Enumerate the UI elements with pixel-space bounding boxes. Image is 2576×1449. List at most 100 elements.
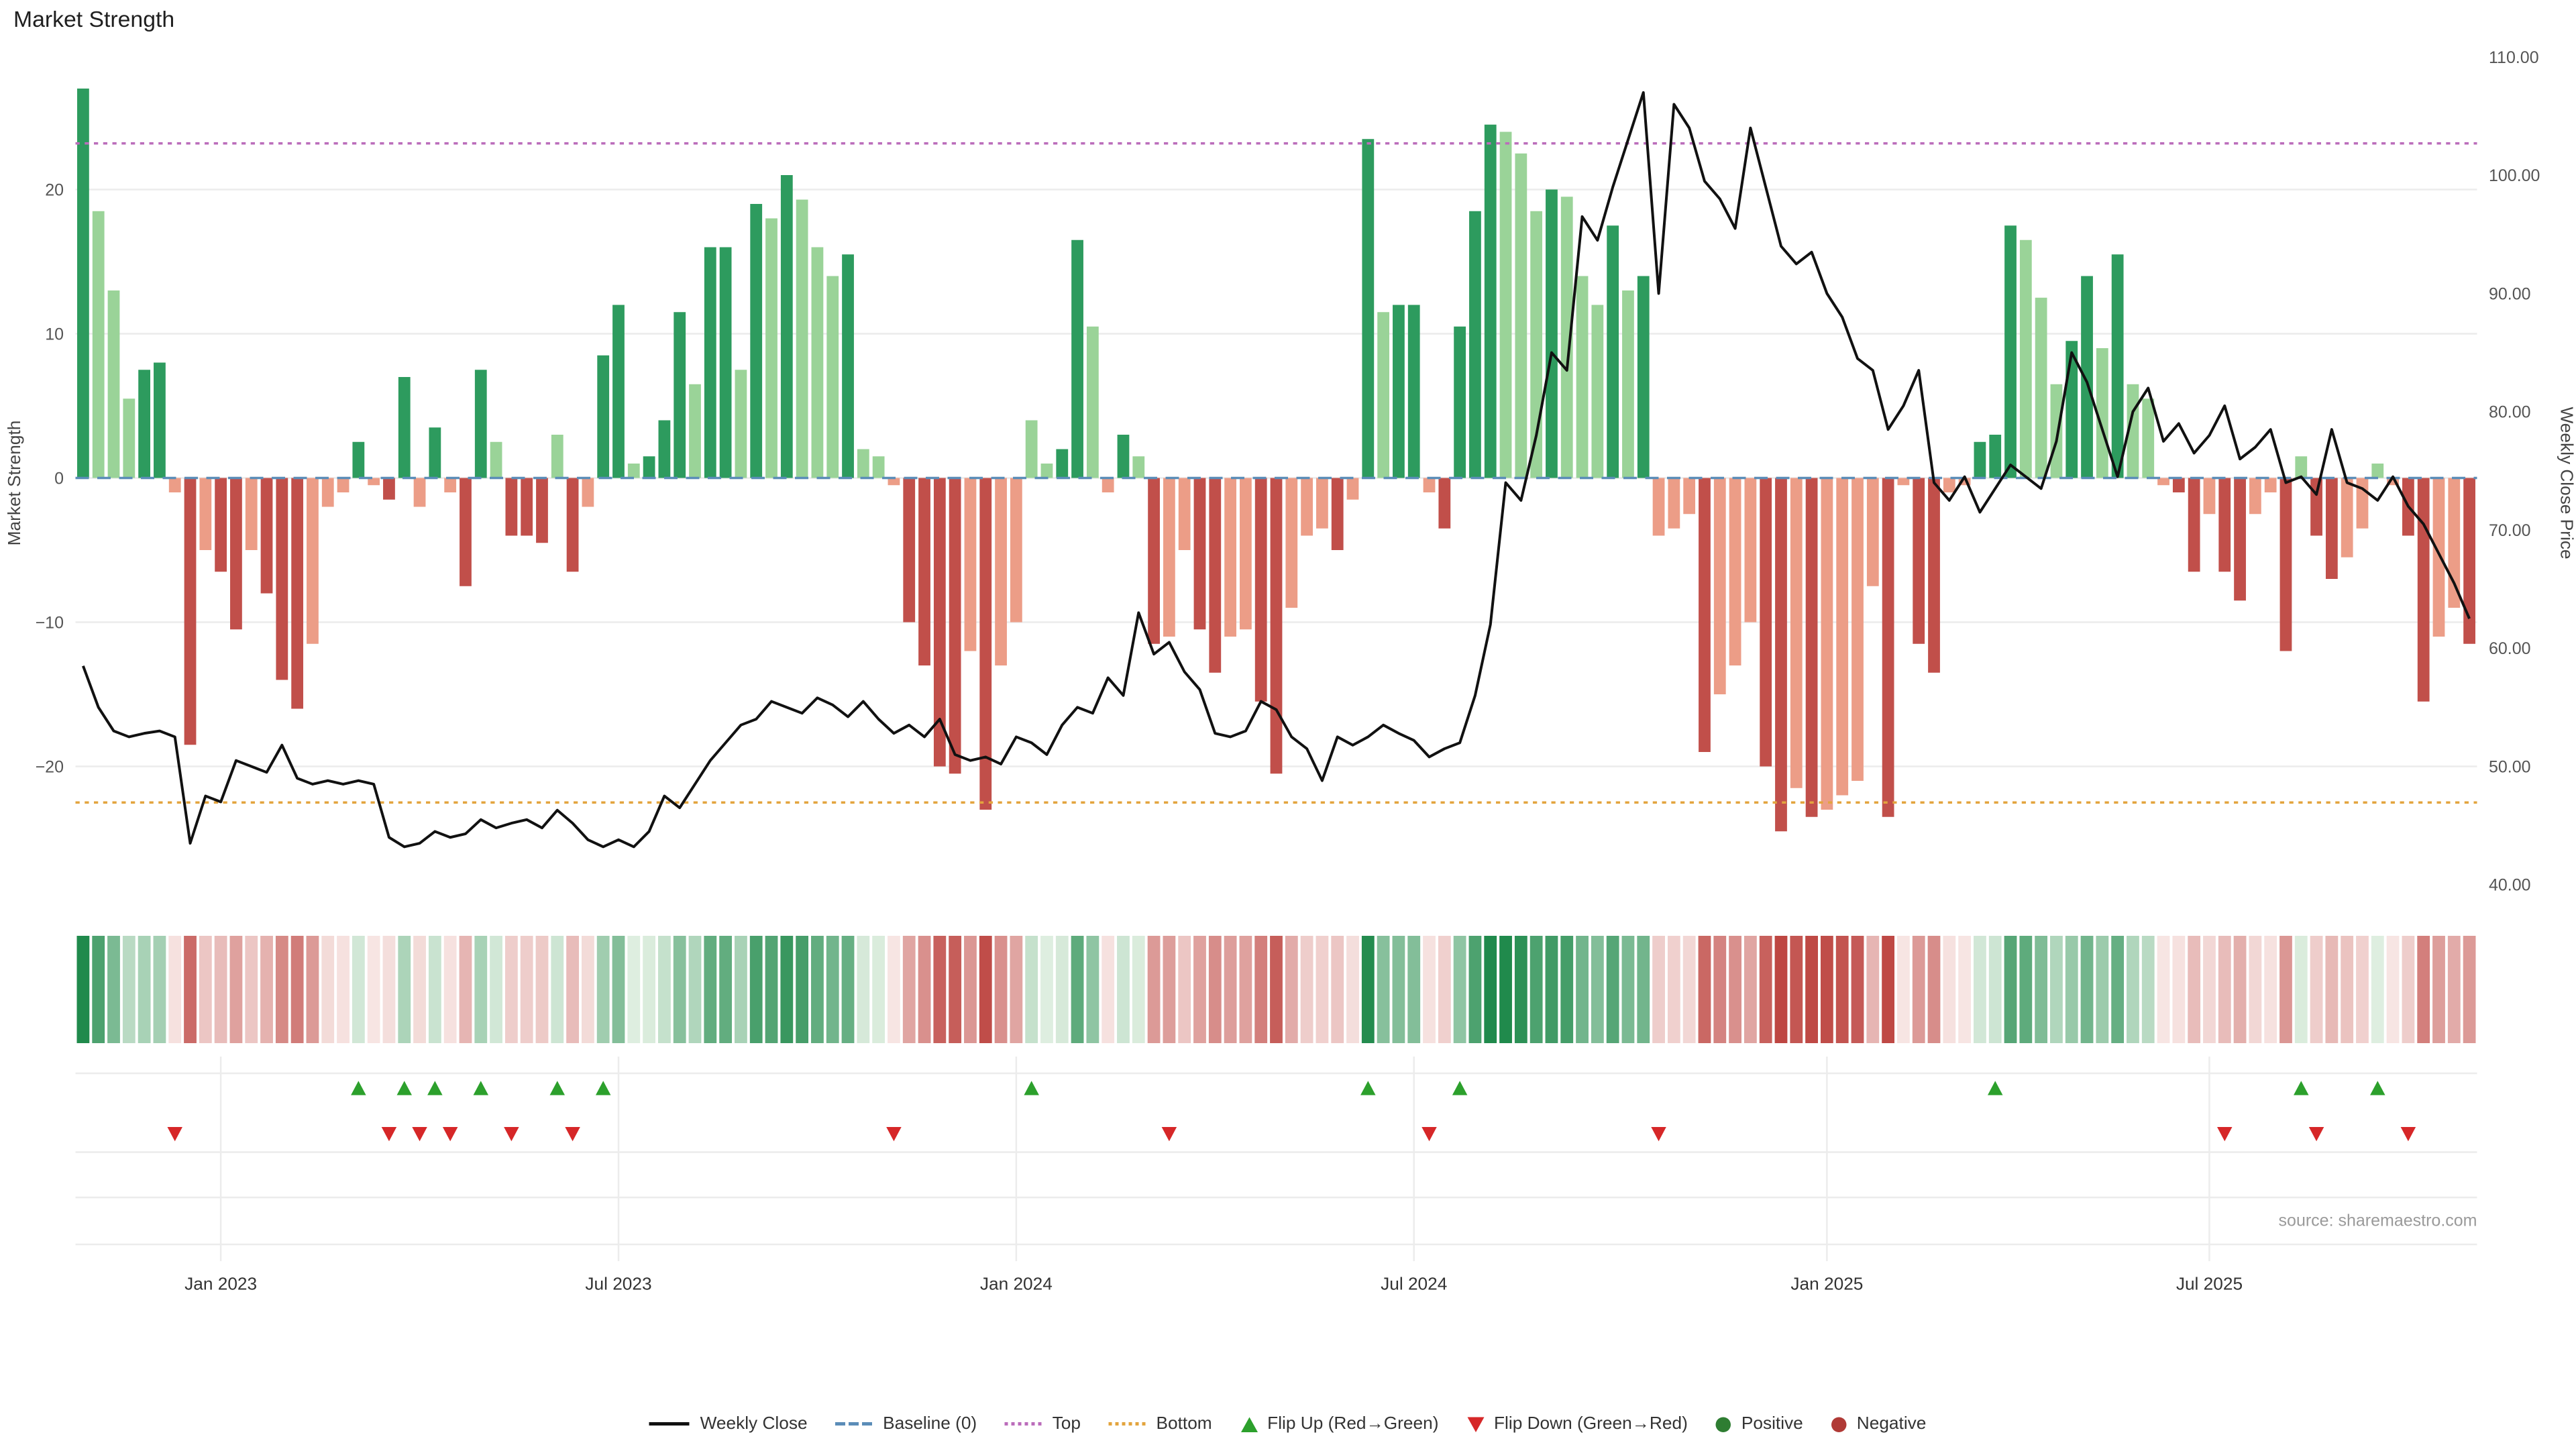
strength-bar bbox=[474, 370, 487, 478]
heatmap-cell bbox=[229, 936, 243, 1043]
heatmap-cell bbox=[2356, 936, 2369, 1043]
strength-bar bbox=[704, 247, 716, 478]
strength-bar bbox=[245, 478, 258, 550]
heatmap-cell bbox=[443, 936, 457, 1043]
heatmap-cell bbox=[811, 936, 824, 1043]
strength-bar bbox=[964, 478, 977, 651]
strength-bar bbox=[1071, 239, 1083, 478]
strength-bar bbox=[780, 175, 793, 478]
flip-up-icon bbox=[1987, 1081, 2003, 1095]
positive-swatch-icon bbox=[1716, 1416, 1731, 1432]
flip-up-icon bbox=[1360, 1081, 1376, 1095]
strength-bar bbox=[1346, 478, 1359, 500]
heatmap-cell bbox=[153, 936, 166, 1043]
heatmap-cell bbox=[1071, 936, 1084, 1043]
right-axis-tick: 50.00 bbox=[2489, 757, 2531, 776]
strength-bar bbox=[1576, 276, 1589, 478]
legend-item-bottom[interactable]: Bottom bbox=[1109, 1413, 1212, 1434]
strength-bar bbox=[1499, 131, 1512, 478]
strength-bar bbox=[1729, 478, 1741, 665]
heatmap-cell bbox=[1897, 936, 1910, 1043]
heatmap-cell bbox=[657, 936, 671, 1043]
heatmap-cell bbox=[1943, 936, 1956, 1043]
heatmap-cell bbox=[1193, 936, 1206, 1043]
heatmap-cell bbox=[337, 936, 350, 1043]
heatmap-cell bbox=[1438, 936, 1451, 1043]
heatmap-cell bbox=[1927, 936, 1941, 1043]
heatmap-cell bbox=[612, 936, 625, 1043]
strength-bar bbox=[2172, 478, 2185, 492]
legend-label: Negative bbox=[1856, 1413, 1927, 1434]
legend-item-negative[interactable]: Negative bbox=[1831, 1414, 1926, 1434]
flip-down-icon bbox=[442, 1127, 458, 1142]
strength-bar bbox=[735, 370, 747, 478]
strength-bar bbox=[1454, 326, 1466, 478]
strength-bar bbox=[1102, 478, 1114, 492]
strength-bar bbox=[1928, 478, 1940, 673]
strength-bar bbox=[933, 478, 946, 767]
strength-bar bbox=[490, 441, 502, 478]
strength-bar bbox=[1744, 478, 1757, 623]
heatmap-cell bbox=[1224, 936, 1237, 1043]
strength-bar bbox=[903, 478, 916, 623]
strength-bar bbox=[1331, 478, 1344, 550]
strength-bar bbox=[444, 478, 457, 492]
heatmap-cell bbox=[643, 936, 655, 1043]
heatmap-cell bbox=[2310, 936, 2323, 1043]
strength-bar bbox=[230, 478, 242, 630]
strength-bar bbox=[719, 247, 732, 478]
flip-up-icon bbox=[427, 1081, 443, 1095]
heatmap-cell bbox=[1285, 936, 1298, 1043]
heatmap-cell bbox=[735, 936, 747, 1043]
strength-bar bbox=[521, 478, 533, 536]
legend-item-weekly-close[interactable]: Weekly Close bbox=[649, 1414, 808, 1434]
strength-bar bbox=[184, 478, 197, 745]
strength-bar bbox=[337, 478, 350, 492]
strength-bar bbox=[1668, 478, 1680, 529]
legend-item-flip-down[interactable]: Flip Down (Green→Red) bbox=[1466, 1414, 1688, 1434]
legend-item-positive[interactable]: Positive bbox=[1716, 1414, 1803, 1434]
heatmap-cell bbox=[214, 936, 227, 1043]
heatmap-cell bbox=[1025, 936, 1038, 1043]
heatmap-cell bbox=[2249, 936, 2262, 1043]
heatmap-cell bbox=[581, 936, 594, 1043]
strength-bar bbox=[1637, 276, 1650, 478]
x-axis-tick: Jan 2024 bbox=[980, 1274, 1053, 1294]
heatmap-cell bbox=[1423, 936, 1436, 1043]
strength-bar bbox=[2325, 478, 2338, 579]
heatmap-cell bbox=[275, 936, 288, 1043]
legend-item-top[interactable]: Top bbox=[1005, 1414, 1081, 1434]
heatmap-cell bbox=[122, 936, 136, 1043]
heatmap-cell bbox=[2341, 936, 2354, 1043]
heatmap-cell bbox=[2264, 936, 2277, 1043]
heatmap-cell bbox=[1361, 936, 1375, 1043]
strength-bar bbox=[826, 276, 839, 478]
legend-label: Bottom bbox=[1156, 1413, 1212, 1434]
strength-bar bbox=[1423, 478, 1436, 492]
strength-bar bbox=[1699, 478, 1711, 752]
strength-bar bbox=[1025, 420, 1038, 478]
strength-bar bbox=[307, 478, 319, 644]
heatmap-cell bbox=[184, 936, 197, 1043]
heatmap-cell bbox=[2096, 936, 2109, 1043]
flip-markers-layer bbox=[167, 1081, 2416, 1142]
strength-bar bbox=[1607, 225, 1619, 478]
legend-item-baseline[interactable]: Baseline (0) bbox=[836, 1414, 977, 1434]
heatmap-cell bbox=[1851, 936, 1864, 1043]
strength-bar bbox=[123, 398, 136, 478]
heatmap-cell bbox=[857, 936, 870, 1043]
heatmap-cell bbox=[994, 936, 1008, 1043]
strength-bar bbox=[888, 478, 900, 486]
heatmap-cell bbox=[382, 936, 396, 1043]
x-axis-tick: Jul 2023 bbox=[585, 1274, 651, 1294]
strength-bar bbox=[92, 211, 105, 478]
heatmap-cell bbox=[2188, 936, 2201, 1043]
legend-item-flip-up[interactable]: Flip Up (Red→Green) bbox=[1240, 1414, 1438, 1434]
heatmap-cell bbox=[459, 936, 472, 1043]
heatmap-cell bbox=[872, 936, 885, 1043]
heatmap-cell bbox=[2004, 936, 2017, 1043]
heatmap-cell bbox=[2402, 936, 2415, 1043]
strength-bar bbox=[1393, 305, 1405, 478]
strength-bar bbox=[1897, 478, 1910, 486]
heatmap-cell bbox=[1560, 936, 1574, 1043]
